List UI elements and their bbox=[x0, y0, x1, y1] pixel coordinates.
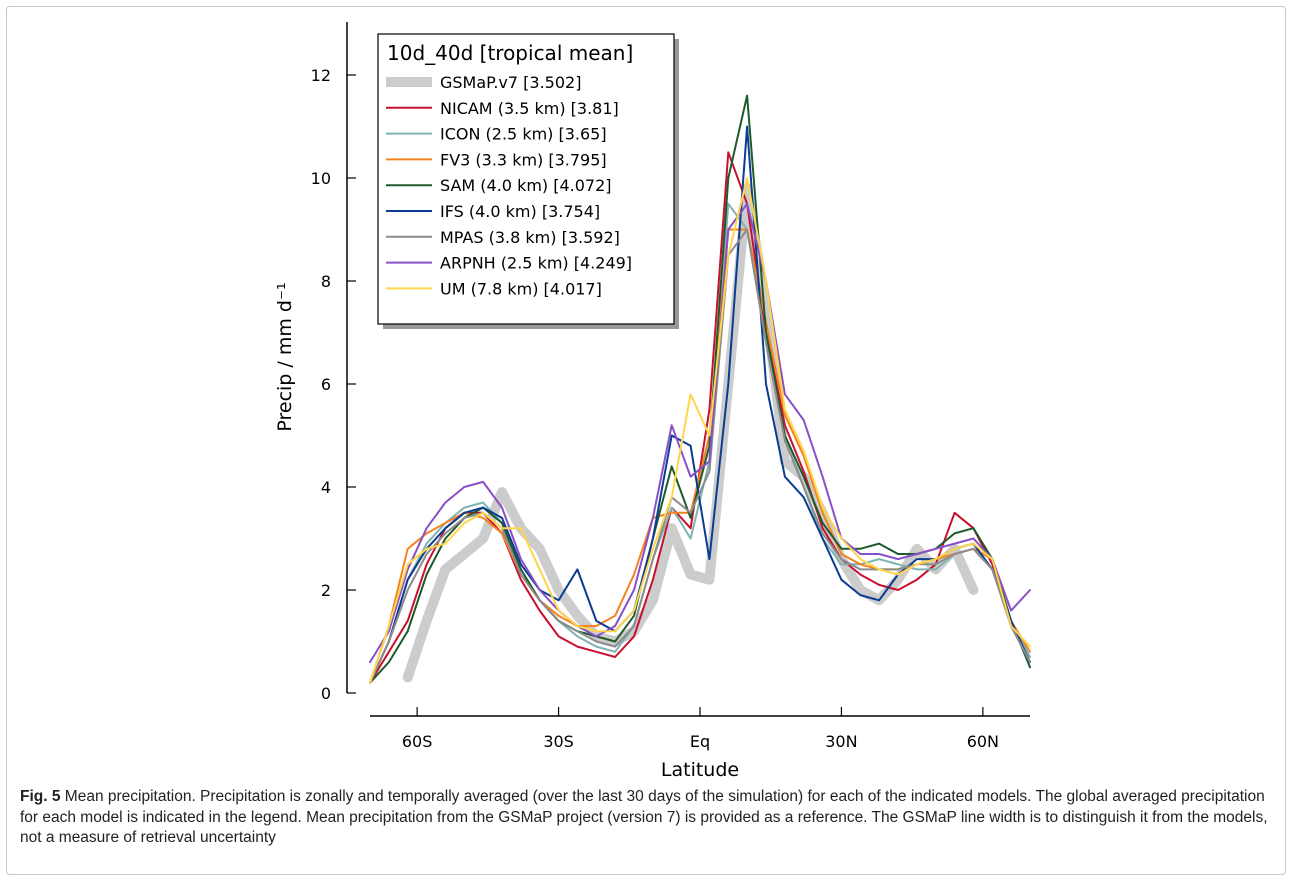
y-tick-label: 8 bbox=[321, 272, 331, 291]
caption-label: Fig. 5 bbox=[20, 788, 61, 805]
ticks-layer: 0 2 4 6 8 10 12 60S 30S Eq 30N 60N bbox=[311, 66, 999, 751]
legend-entry: SAM (4.0 km) [4.072] bbox=[440, 176, 612, 195]
legend-entry: ICON (2.5 km) [3.65] bbox=[440, 125, 607, 144]
x-tick-label: 30N bbox=[825, 732, 857, 751]
y-tick-label: 4 bbox=[321, 478, 331, 497]
y-tick-label: 12 bbox=[311, 66, 331, 85]
caption-text: Mean precipitation. Precipitation is zon… bbox=[20, 788, 1268, 846]
legend-entry: ARPNH (2.5 km) [4.249] bbox=[440, 254, 632, 273]
x-tick-label: 30S bbox=[543, 732, 574, 751]
y-tick-label: 2 bbox=[321, 581, 331, 600]
legend-entry: MPAS (3.8 km) [3.592] bbox=[440, 228, 620, 247]
series-layer bbox=[369, 94, 1031, 684]
x-tick-label: 60N bbox=[967, 732, 999, 751]
legend-entry: IFS (4.0 km) [3.754] bbox=[440, 202, 600, 221]
figure-caption: Fig. 5 Mean precipitation. Precipitation… bbox=[20, 787, 1275, 849]
precipitation-line-chart: 0 2 4 6 8 10 12 60S 30S Eq 30N 60N Latitude Precip … bbox=[274, 22, 1031, 781]
legend-entry: FV3 (3.3 km) [3.795] bbox=[440, 150, 607, 169]
figure-frame bbox=[6, 6, 1286, 875]
x-tick-label: Eq bbox=[690, 732, 710, 751]
x-axis-label: Latitude bbox=[661, 759, 739, 781]
legend: 10d_40d [tropical mean] GSMaP.v7 [3.502]… bbox=[377, 33, 679, 329]
series-line-8 bbox=[369, 202, 1031, 664]
legend-entry: UM (7.8 km) [4.017] bbox=[440, 279, 602, 298]
y-axis-label: Precip / mm d⁻¹ bbox=[274, 282, 296, 431]
y-tick-label: 10 bbox=[311, 169, 331, 188]
x-tick-label: 60S bbox=[402, 732, 433, 751]
legend-entry: NICAM (3.5 km) [3.81] bbox=[440, 99, 619, 118]
y-tick-label: 0 bbox=[321, 684, 331, 703]
series-line-6 bbox=[369, 125, 1031, 684]
series-line-9 bbox=[369, 177, 1031, 684]
legend-items: GSMaP.v7 [3.502] NICAM (3.5 km) [3.81] ICO… bbox=[386, 73, 632, 298]
y-tick-label: 6 bbox=[321, 375, 331, 394]
legend-entry: GSMaP.v7 [3.502] bbox=[440, 73, 581, 92]
legend-title: 10d_40d [tropical mean] bbox=[387, 41, 633, 65]
